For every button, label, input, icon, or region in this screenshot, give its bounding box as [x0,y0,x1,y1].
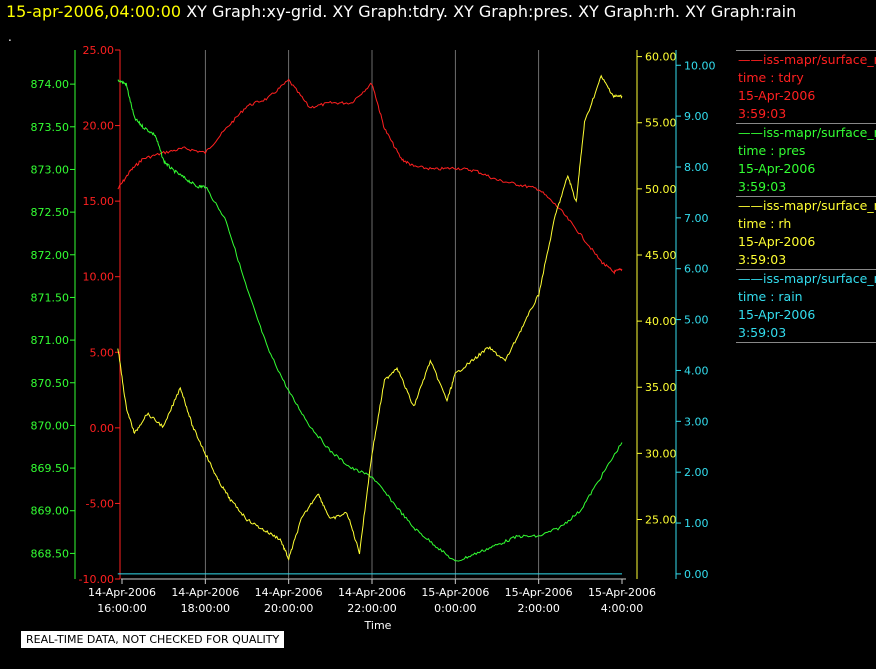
tdry-tick-label: -5.00 [86,497,114,510]
pres-tick-label: 870.00 [31,419,70,432]
x-tick-time: 16:00:00 [97,602,146,615]
x-tick-time: 20:00:00 [264,602,313,615]
rh-tick-label: 30.00 [645,447,677,460]
pres-tick-label: 872.00 [31,249,70,262]
x-tick-date: 14-Apr-2006 [171,586,239,599]
legend-field: time : rain [738,289,803,304]
tdry-tick-label: 10.00 [83,271,115,284]
rain-tick-label: 4.00 [684,364,709,377]
rain-tick-label: 6.00 [684,263,709,276]
pres-tick-label: 873.00 [31,163,70,176]
tdry-series-line [117,78,623,275]
pres-tick-label: 868.50 [31,547,70,560]
rh-tick-label: 40.00 [645,315,677,328]
x-tick-date: 14-Apr-2006 [338,586,406,599]
tdry-tick-label: 0.00 [90,422,115,435]
legend-name: ——iss-mapr/surface_met [738,198,876,213]
x-tick-time: 18:00:00 [181,602,230,615]
pres-tick-label: 874.00 [31,78,70,91]
legend-entry: ——iss-mapr/surface_mettime : rh 15-Apr-20… [736,196,876,269]
pres-tick-label: 872.50 [31,206,70,219]
x-tick-time: 22:00:00 [347,602,396,615]
title-graphs: XY Graph:xy-grid. XY Graph:tdry. XY Grap… [186,2,797,21]
legend: ——iss-mapr/surface_mettime : tdry15-Apr-… [736,50,876,343]
rh-tick-label: 35.00 [645,381,677,394]
legend-name: ——iss-mapr/surface_met [738,52,876,67]
rain-tick-label: 2.00 [684,466,709,479]
pres-tick-label: 871.50 [31,291,70,304]
legend-clock: 3:59:03 [738,106,787,121]
pres-tick-label: 873.50 [31,121,70,134]
x-tick-date: 14-Apr-2006 [255,586,323,599]
x-tick-date: 15-Apr-2006 [588,586,656,599]
legend-clock: 3:59:03 [738,325,787,340]
pres-series-line [117,79,623,562]
legend-date: 15-Apr-2006 [738,234,816,249]
legend-name: ——iss-mapr/surface_met [738,271,876,286]
legend-date: 15-Apr-2006 [738,88,816,103]
graph-title: 15-apr-2006,04:00:00 XY Graph:xy-grid. X… [6,2,796,21]
tdry-tick-label: 15.00 [83,195,115,208]
pres-tick-label: 870.50 [31,377,70,390]
rain-tick-label: 8.00 [684,161,709,174]
x-tick-time: 0:00:00 [434,602,476,615]
tdry-tick-label: -10.00 [79,573,114,586]
rain-tick-label: 10.00 [684,59,716,72]
tdry-tick-label: 20.00 [83,120,115,133]
legend-clock: 3:59:03 [738,252,787,267]
x-axis-label: Time [364,619,392,632]
rh-tick-label: 50.00 [645,183,677,196]
marker-dot: . [8,30,12,44]
legend-entry: ——iss-mapr/surface_mettime : pres 15-Apr-… [736,123,876,196]
rain-tick-label: 9.00 [684,110,709,123]
quality-note: REAL-TIME DATA, NOT CHECKED FOR QUALITY [20,630,286,649]
x-tick-time: 4:00:00 [601,602,643,615]
rh-tick-label: 60.00 [645,51,677,64]
rain-tick-label: 0.00 [684,568,709,581]
legend-name: ——iss-mapr/surface_met [738,125,876,140]
tdry-tick-label: 25.00 [83,44,115,57]
legend-field: time : pres [738,143,806,158]
legend-entry: ——iss-mapr/surface_mettime : rain 15-Apr-… [736,269,876,343]
rain-tick-label: 7.00 [684,212,709,225]
title-time: 15-apr-2006,04:00:00 [6,2,182,21]
legend-field: time : rh [738,216,792,231]
pres-tick-label: 869.00 [31,505,70,518]
x-tick-date: 14-Apr-2006 [88,586,156,599]
pres-tick-label: 869.50 [31,462,70,475]
rain-tick-label: 5.00 [684,314,709,327]
rain-tick-label: 1.00 [684,517,709,530]
rh-tick-label: 25.00 [645,513,677,526]
legend-date: 15-Apr-2006 [738,307,816,322]
x-tick-date: 15-Apr-2006 [421,586,489,599]
rh-tick-label: 55.00 [645,117,677,130]
legend-entry: ——iss-mapr/surface_mettime : tdry 15-Apr-… [736,50,876,123]
x-tick-time: 2:00:00 [517,602,559,615]
x-tick-date: 15-Apr-2006 [505,586,573,599]
tdry-tick-label: 5.00 [90,346,115,359]
rh-series-line [117,74,623,561]
legend-clock: 3:59:03 [738,179,787,194]
legend-field: time : tdry [738,70,804,85]
pres-tick-label: 871.00 [31,334,70,347]
legend-date: 15-Apr-2006 [738,161,816,176]
rh-tick-label: 45.00 [645,249,677,262]
rain-tick-label: 3.00 [684,415,709,428]
